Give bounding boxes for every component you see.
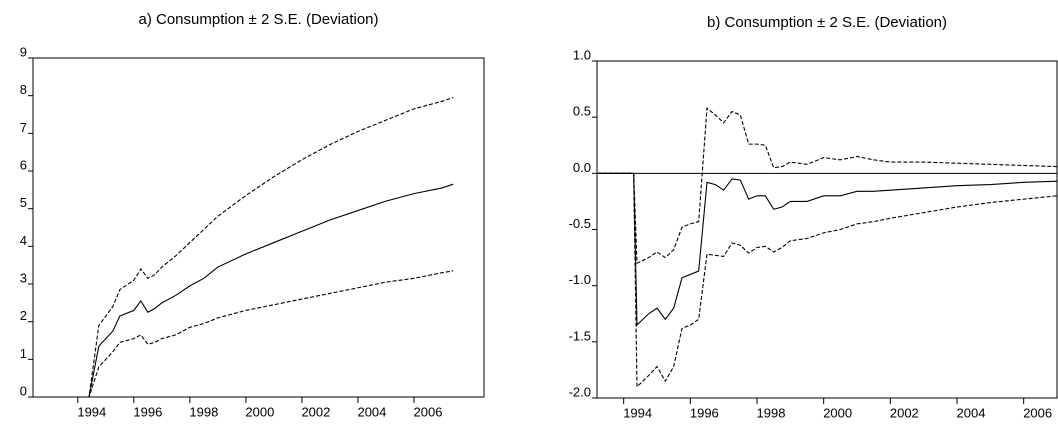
y-tick-label: 5 — [20, 195, 27, 210]
y-tick-label: 6 — [20, 157, 27, 172]
x-tick-label: 1994 — [77, 404, 106, 419]
x-tick-label: 2002 — [890, 405, 919, 420]
series-line — [597, 107, 1058, 265]
chart-title: b) Consumption ± 2 S.E. (Deviation) — [707, 14, 947, 31]
chart-title: a) Consumption ± 2 S.E. (Deviation) — [139, 11, 379, 28]
series-line — [33, 97, 454, 398]
x-tick-label: 1996 — [133, 404, 162, 419]
y-tick-label: 3 — [20, 270, 27, 285]
y-tick-label: 0.5 — [573, 104, 591, 119]
x-tick-label: 2000 — [823, 405, 852, 420]
x-tick-label: 2006 — [414, 404, 443, 419]
y-tick-label: 1 — [20, 346, 27, 361]
series-line — [33, 183, 454, 398]
x-tick-label: 1998 — [757, 405, 786, 420]
series-line — [597, 172, 1058, 389]
y-tick-label: 7 — [20, 120, 27, 135]
y-tick-label: 4 — [20, 233, 27, 248]
x-tick-label: 1996 — [690, 405, 719, 420]
y-tick-label: 0 — [20, 383, 27, 398]
series-line — [597, 172, 1058, 327]
y-tick-label: 2 — [20, 308, 27, 323]
series-line — [33, 270, 454, 398]
y-tick-label: 1.0 — [573, 47, 591, 62]
y-tick-label: 8 — [20, 82, 27, 97]
x-tick-label: 2002 — [301, 404, 330, 419]
x-tick-label: 2000 — [245, 404, 274, 419]
plot-frame — [596, 60, 1058, 399]
x-tick-label: 1998 — [189, 404, 218, 419]
y-tick-label: -0.5 — [569, 216, 591, 231]
plot-frame — [32, 57, 485, 398]
y-tick-label: 0.0 — [573, 160, 591, 175]
x-tick-label: 2004 — [957, 405, 986, 420]
y-tick-label: -1.5 — [569, 328, 591, 343]
x-tick-label: 2006 — [1023, 405, 1052, 420]
x-tick-label: 1994 — [623, 405, 652, 420]
y-tick-label: 9 — [20, 44, 27, 59]
y-tick-label: -2.0 — [569, 384, 591, 399]
x-tick-label: 2004 — [357, 404, 386, 419]
y-tick-label: -1.0 — [569, 272, 591, 287]
